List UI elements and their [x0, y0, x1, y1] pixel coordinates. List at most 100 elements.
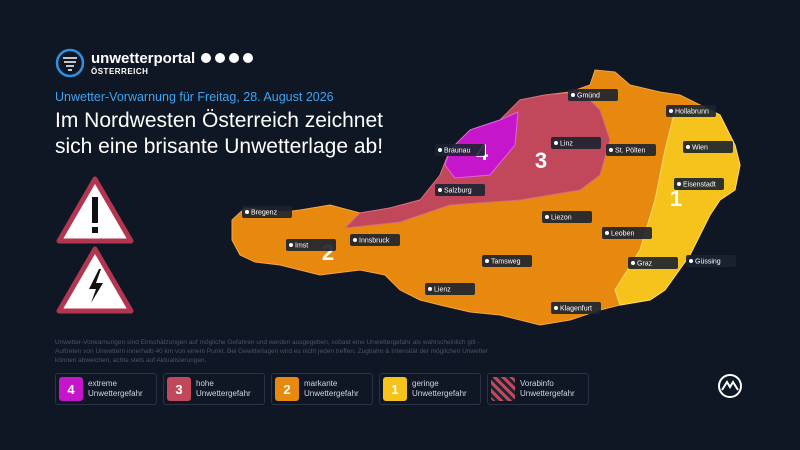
- city-label: Imst: [295, 243, 308, 250]
- city-label-bg: [542, 211, 592, 223]
- city-dot: [605, 231, 609, 235]
- zone-label: 1: [670, 186, 682, 211]
- city-dot: [438, 148, 442, 152]
- logo-icon: [55, 48, 85, 78]
- city-dot: [485, 259, 489, 263]
- legend-label: Unwettergefahr: [520, 389, 575, 398]
- city-dot: [545, 215, 549, 219]
- social-icons[interactable]: [200, 52, 260, 64]
- city-label: Salzburg: [444, 188, 472, 195]
- legend-item: 3 hohe Unwettergefahr: [163, 373, 265, 405]
- city: Güssing: [686, 255, 736, 267]
- city-dot: [689, 259, 693, 263]
- city-label: Innsbruck: [359, 238, 390, 245]
- city: Eisenstadt: [674, 178, 724, 190]
- headline-line: Im Nordwesten Österreich zeichnet: [55, 109, 383, 132]
- city-label: Eisenstadt: [683, 182, 716, 189]
- city: Innsbruck: [350, 234, 400, 246]
- city-label-bg: [242, 206, 292, 218]
- legend-label: geringe: [412, 379, 439, 388]
- legend-label: Unwettergefahr: [196, 389, 251, 398]
- city-dot: [554, 306, 558, 310]
- city-label-bg: [482, 255, 532, 267]
- city: Liezon: [542, 211, 592, 223]
- legend-label: markante: [304, 379, 338, 388]
- legend-label: Vorabinfo: [520, 379, 554, 388]
- city-dot: [353, 238, 357, 242]
- headline: Im Nordwesten Österreich zeichnet sich e…: [55, 108, 383, 160]
- city-label-bg: [435, 144, 485, 156]
- city-label: Bregenz: [251, 210, 278, 217]
- city-dot: [289, 243, 293, 247]
- city: Braunau: [435, 144, 485, 156]
- legend-label: Unwettergefahr: [88, 389, 143, 398]
- city-label: St. Pölten: [615, 148, 645, 155]
- city-label-bg: [425, 283, 475, 295]
- city-dot: [554, 141, 558, 145]
- city-dot: [609, 148, 613, 152]
- headline-line: sich eine brisante Unwetterlage ab!: [55, 135, 384, 158]
- city-dot: [438, 188, 442, 192]
- legend-label: Unwettergefahr: [304, 389, 359, 398]
- city: Lienz: [425, 283, 475, 295]
- brand-name: unwetterportal: [91, 50, 196, 67]
- subtitle: Unwetter-Vorwarnung für Freitag, 28. Aug…: [55, 90, 334, 104]
- legend-item: 4 extreme Unwettergefahr: [55, 373, 157, 405]
- zone-label: 3: [535, 148, 547, 173]
- city-label: Braunau: [444, 148, 471, 155]
- city-label-bg: [686, 255, 736, 267]
- legend-item: 2 markante Unwettergefahr: [271, 373, 373, 405]
- city-dot: [686, 145, 690, 149]
- city: Gmünd: [568, 89, 618, 101]
- legend-swatch: [491, 377, 515, 401]
- zone-1: [614, 104, 741, 306]
- city-label-bg: [628, 257, 678, 269]
- city-label: Graz: [637, 261, 653, 268]
- city-label-bg: [551, 137, 601, 149]
- city-label: Güssing: [695, 259, 721, 266]
- legend-swatch: 1: [383, 377, 407, 401]
- city-label: Linz: [560, 141, 573, 148]
- city-label-bg: [286, 239, 336, 251]
- brand-sub: ÖSTERREICH: [91, 67, 149, 76]
- city: Salzburg: [435, 184, 485, 196]
- city-label-bg: [568, 89, 618, 101]
- city-dot: [631, 261, 635, 265]
- city: Imst: [286, 239, 336, 251]
- legend-label: Unwettergefahr: [412, 389, 467, 398]
- city-label: Lienz: [434, 287, 451, 294]
- city-label-bg: [666, 105, 716, 117]
- legend-item: 1 geringe Unwettergefahr: [379, 373, 481, 405]
- city-label: Hollabrunn: [675, 109, 709, 116]
- city-label: Gmünd: [577, 93, 600, 100]
- city-label-bg: [602, 227, 652, 239]
- city-label-bg: [551, 302, 601, 314]
- city-label: Klagenfurt: [560, 306, 592, 313]
- city: Linz: [551, 137, 601, 149]
- city: Klagenfurt: [551, 302, 601, 314]
- legend-item: Vorabinfo Unwettergefahr: [487, 373, 589, 405]
- city: Bregenz: [242, 206, 292, 218]
- city: St. Pölten: [606, 144, 656, 156]
- city-dot: [677, 182, 681, 186]
- city: Graz: [628, 257, 678, 269]
- city-dot: [669, 109, 673, 113]
- city: Leoben: [602, 227, 652, 239]
- city-label: Liezon: [551, 215, 572, 222]
- city: Tamsweg: [482, 255, 532, 267]
- warning-icons: [56, 176, 134, 314]
- city-label-bg: [606, 144, 656, 156]
- city-label: Leoben: [611, 231, 634, 238]
- city: Hollabrunn: [666, 105, 716, 117]
- city-label-bg: [674, 178, 724, 190]
- city-dot: [245, 210, 249, 214]
- metmaps-logo: [718, 374, 742, 398]
- disclaimer: Unwetter-Vorwarnungen sind Einschätzunge…: [55, 339, 489, 364]
- city-label: Tamsweg: [491, 259, 521, 266]
- legend-swatch: 3: [167, 377, 191, 401]
- city-dot: [428, 287, 432, 291]
- city-label-bg: [683, 141, 733, 153]
- city-label-bg: [435, 184, 485, 196]
